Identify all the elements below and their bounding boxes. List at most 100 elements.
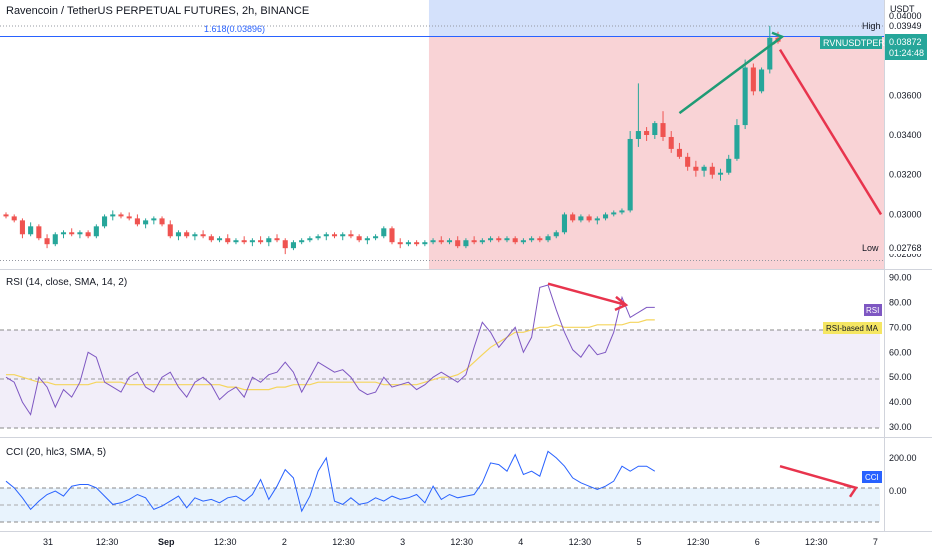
- candle-body: [126, 216, 132, 219]
- rsi-divergence-arrow: [547, 282, 629, 312]
- candle-body: [414, 242, 420, 245]
- low-value: 0.02768: [889, 243, 922, 253]
- candle-body: [307, 238, 313, 241]
- candle-body: [529, 238, 535, 241]
- candle-body: [455, 240, 461, 247]
- candle-body: [405, 242, 411, 245]
- candle-body: [479, 240, 485, 243]
- price-tick: 0.03000: [889, 209, 922, 219]
- target-zone-blue: [428, 0, 884, 37]
- candle-body: [520, 240, 526, 243]
- candle-body: [110, 214, 116, 217]
- candle-body: [3, 214, 9, 217]
- candle-body: [151, 218, 157, 221]
- cci-tag-bg: [862, 471, 882, 483]
- candle-body: [734, 125, 740, 159]
- cci-title: CCI (20, hlc3, SMA, 5): [6, 447, 106, 458]
- time-tick: 4: [518, 537, 523, 547]
- candle-body: [331, 234, 338, 237]
- cci-pane: [0, 450, 880, 523]
- price-tick: 0.03400: [889, 130, 922, 140]
- candle-body: [759, 69, 765, 92]
- candle-body: [192, 234, 198, 237]
- candle-body: [381, 228, 387, 237]
- last-price: 0.03872: [889, 37, 922, 47]
- rsi-ma-tag-bg: [823, 322, 882, 334]
- candle-body: [578, 216, 584, 221]
- rsi-ma-line: [6, 319, 655, 391]
- candle-body: [397, 242, 403, 245]
- candle-body: [77, 232, 83, 235]
- candle-body: [19, 220, 25, 235]
- candle-body: [726, 158, 732, 173]
- rsi-axis: 90.00 80.00 70.00 60.00 50.00 40.00 30.00: [889, 272, 912, 432]
- time-tick: 31: [43, 537, 53, 547]
- cci-tick: 0.00: [889, 486, 907, 496]
- candle-body: [471, 240, 477, 243]
- red-forecast-arrow: [778, 48, 883, 216]
- candle-body: [44, 238, 50, 245]
- candle-body: [143, 220, 149, 225]
- cci-tick: 200.00: [889, 453, 917, 463]
- candle-body: [93, 226, 99, 237]
- countdown: 01:24:48: [889, 48, 924, 58]
- candle-body: [496, 238, 502, 241]
- currency-label: USDT: [890, 4, 915, 14]
- rsi-pane: [0, 282, 880, 429]
- high-value: 0.03949: [889, 21, 922, 31]
- time-tick: 12:30: [687, 537, 710, 547]
- candle-body: [225, 238, 231, 243]
- candle-body: [750, 67, 756, 92]
- candle-body: [611, 212, 617, 215]
- time-axis: 31 12:30 Sep 12:30 2 12:30 3 12:30 4 12:30 5 12:30 6…: [43, 537, 878, 547]
- candle-body: [504, 238, 510, 241]
- candle-body: [233, 240, 239, 243]
- candle-body: [422, 242, 428, 245]
- candle-body: [315, 236, 321, 239]
- candle-body: [652, 123, 658, 135]
- candle-body: [200, 234, 206, 237]
- target-zone-red: [428, 36, 884, 270]
- candle-body: [685, 156, 691, 167]
- rsi-line: [5, 284, 655, 416]
- candle-body: [299, 240, 305, 243]
- rsi-tag: RSI: [866, 306, 879, 315]
- candle-body: [545, 236, 551, 241]
- candle-body: [348, 234, 354, 237]
- rsi-tick: 50.00: [889, 372, 912, 382]
- time-tick: 12:30: [450, 537, 473, 547]
- candle-body: [594, 218, 600, 221]
- candle-body: [635, 131, 641, 139]
- candle-body: [364, 238, 370, 241]
- candle-body: [159, 218, 165, 225]
- candle-body: [767, 37, 773, 70]
- candle-body: [693, 166, 699, 171]
- time-tick: Sep: [158, 537, 175, 547]
- candle-body: [709, 166, 715, 175]
- cci-tag: CCI: [865, 473, 879, 482]
- candle-body: [282, 240, 288, 249]
- candle-body: [249, 240, 255, 243]
- cci-divergence-arrow: [779, 465, 859, 498]
- rsi-tick: 40.00: [889, 397, 912, 407]
- price-pane: [0, 0, 884, 270]
- candle-body: [60, 232, 67, 235]
- candle-body: [52, 234, 58, 245]
- price-tick: 0.02800: [889, 249, 922, 259]
- candle-body: [134, 218, 140, 225]
- candle-body: [323, 234, 329, 237]
- high-label: High: [862, 21, 881, 31]
- candle-body: [668, 136, 674, 149]
- candle-body: [36, 226, 42, 239]
- candle-body: [241, 240, 247, 243]
- time-tick: 6: [755, 537, 760, 547]
- cci-band: [0, 488, 880, 522]
- candle-body: [184, 232, 190, 237]
- time-tick: 12:30: [96, 537, 119, 547]
- candle-body: [570, 214, 576, 221]
- candle-body: [602, 214, 609, 219]
- candle-body: [717, 172, 724, 175]
- candle-body: [373, 236, 379, 239]
- price-tick: 0.03200: [889, 170, 922, 180]
